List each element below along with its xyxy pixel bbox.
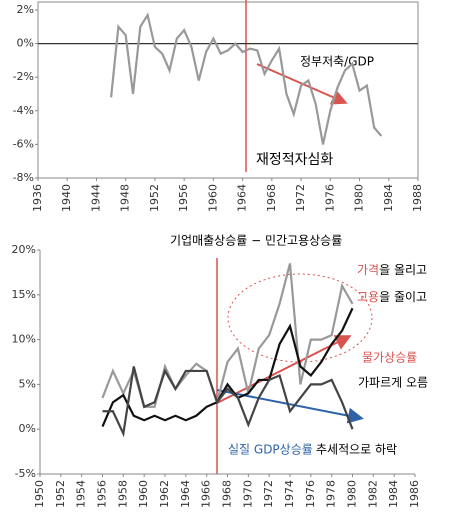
y-tick-label: 0%	[19, 422, 36, 435]
annotation: 을 줄이고	[379, 290, 427, 304]
x-tick-label: 1976	[304, 480, 317, 508]
x-tick-label: 1962	[158, 480, 171, 508]
x-tick-label: 1944	[89, 184, 102, 212]
y-tick-label: -2%	[13, 70, 34, 83]
x-tick-label: 1976	[323, 184, 336, 212]
annotation: 실질 GDP상승률	[228, 443, 313, 457]
x-tick-label: 1970	[241, 480, 254, 508]
annotation: 재정적자심화	[256, 152, 333, 168]
x-tick-label: 1958	[116, 480, 129, 508]
highlight-ellipse	[227, 273, 373, 363]
x-tick-label: 1954	[75, 480, 88, 508]
x-tick-label: 1984	[387, 480, 400, 508]
x-tick-label: 1972	[294, 184, 307, 212]
annotation: 가격을 올리고	[357, 263, 427, 277]
trend-arrow	[216, 335, 352, 404]
x-tick-label: 1964	[179, 480, 192, 508]
x-tick-label: 1988	[411, 184, 424, 212]
annotation: 을 올리고	[379, 263, 427, 277]
y-tick-label: 0%	[17, 37, 34, 50]
series-line	[102, 366, 354, 438]
y-tick-label: -4%	[13, 104, 34, 117]
x-tick-label: 1936	[31, 184, 44, 212]
y-tick-label: 20%	[12, 243, 36, 256]
y-tick-label: 5%	[19, 377, 36, 390]
y-tick-label: -5%	[15, 467, 36, 480]
x-tick-label: 1978	[325, 480, 338, 508]
y-tick-label: -6%	[13, 137, 34, 150]
y-tick-label: 10%	[12, 333, 36, 346]
x-tick-label: 1984	[382, 184, 395, 212]
series-line	[101, 307, 354, 427]
x-tick-label: 1968	[221, 480, 234, 508]
x-tick-label: 1956	[96, 480, 109, 508]
x-tick-label: 1972	[262, 480, 275, 508]
x-tick-label: 1986	[408, 480, 421, 508]
x-tick-label: 1960	[206, 184, 219, 212]
chart-title: 기업매출상승률 − 민간고용상승률	[170, 234, 342, 248]
x-tick-label: 1952	[148, 184, 161, 212]
y-tick-label: 15%	[12, 288, 36, 301]
annotation: 가격	[357, 263, 379, 277]
x-tick-label: 1956	[177, 184, 190, 212]
x-tick-label: 1980	[346, 480, 359, 508]
annotation: 고용을 줄이고	[357, 290, 427, 304]
annotation: 가파르게 오름	[358, 376, 428, 390]
x-tick-label: 1968	[265, 184, 278, 212]
x-tick-label: 1960	[137, 480, 150, 508]
annotation: 물가상승률	[362, 351, 417, 365]
y-tick-label: 2%	[17, 3, 34, 16]
x-tick-label: 1952	[54, 480, 67, 508]
x-tick-label: 1940	[60, 184, 73, 212]
plot-frame	[37, 1, 419, 179]
trend-arrow	[256, 63, 348, 105]
series-line	[109, 12, 383, 145]
x-tick-label: 1966	[200, 480, 213, 508]
x-tick-label: 1982	[366, 480, 379, 508]
y-tick-label: -8%	[13, 171, 34, 184]
x-tick-label: 1948	[119, 184, 132, 212]
x-tick-label: 1974	[283, 480, 296, 508]
x-tick-label: 1950	[33, 480, 46, 508]
x-tick-label: 1964	[236, 184, 249, 212]
annotation: 추세적으로 하락	[316, 443, 397, 457]
x-tick-label: 1980	[353, 184, 366, 212]
annotation: 정부저축/GDP	[300, 55, 374, 69]
annotation: 고용	[357, 290, 379, 304]
